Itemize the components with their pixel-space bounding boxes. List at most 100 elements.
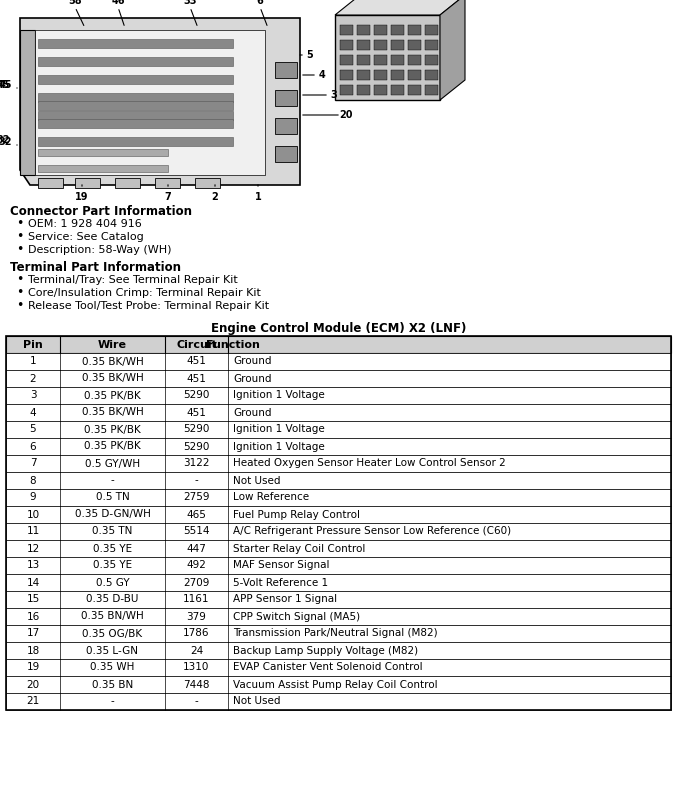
Bar (340, 85, 353, 95)
Bar (6, 625, 671, 642)
Text: 33: 33 (183, 0, 197, 6)
Bar (6, 557, 671, 574)
Text: OEM: 1 928 404 916: OEM: 1 928 404 916 (28, 219, 141, 229)
Text: •: • (16, 273, 24, 286)
Text: 15: 15 (26, 594, 40, 605)
Text: 451: 451 (187, 374, 206, 383)
Text: 4: 4 (30, 407, 37, 418)
Text: Circuit: Circuit (176, 339, 217, 350)
Text: 1310: 1310 (183, 662, 210, 673)
Text: 0.35 D-GN/WH: 0.35 D-GN/WH (74, 510, 150, 519)
Bar (6, 336, 671, 353)
Bar (425, 25, 438, 35)
Text: 465: 465 (187, 510, 206, 519)
Text: Ground: Ground (233, 357, 271, 366)
Text: Ground: Ground (233, 407, 271, 418)
Text: 5290: 5290 (183, 390, 210, 401)
Bar (6, 421, 671, 438)
Text: 19: 19 (26, 662, 40, 673)
Text: Engine Control Module (ECM) X2 (LNF): Engine Control Module (ECM) X2 (LNF) (211, 322, 466, 335)
Text: 0.35 OG/BK: 0.35 OG/BK (83, 629, 143, 638)
Text: Heated Oxygen Sensor Heater Low Control Sensor 2: Heated Oxygen Sensor Heater Low Control … (233, 458, 506, 469)
Bar (6, 506, 671, 523)
Text: 0.35 TN: 0.35 TN (92, 526, 133, 537)
Bar (6, 336, 671, 710)
Text: 13: 13 (26, 561, 40, 570)
Text: Terminal/Tray: See Terminal Repair Kit: Terminal/Tray: See Terminal Repair Kit (28, 275, 238, 285)
Bar (38, 137, 233, 146)
Text: EVAP Canister Vent Solenoid Control: EVAP Canister Vent Solenoid Control (233, 662, 422, 673)
Text: 12: 12 (26, 543, 40, 554)
Bar (6, 523, 671, 540)
Bar (6, 591, 671, 608)
Text: 451: 451 (187, 357, 206, 366)
Text: 3: 3 (330, 90, 337, 100)
Text: 7448: 7448 (183, 679, 210, 690)
Bar (391, 40, 404, 50)
Text: Description: 58-Way (WH): Description: 58-Way (WH) (28, 245, 171, 255)
Text: Pin: Pin (23, 339, 43, 350)
Text: 2: 2 (212, 192, 219, 202)
Bar (38, 149, 168, 156)
Text: 0.5 TN: 0.5 TN (95, 493, 129, 502)
Text: MAF Sensor Signal: MAF Sensor Signal (233, 561, 330, 570)
Bar (391, 55, 404, 65)
Text: 20: 20 (26, 679, 39, 690)
Bar (6, 574, 671, 591)
Bar (275, 118, 297, 134)
Text: 5: 5 (307, 50, 313, 60)
Text: 8: 8 (30, 475, 37, 486)
Bar (6, 353, 671, 370)
Text: 492: 492 (187, 561, 206, 570)
Bar (6, 693, 671, 710)
Bar (374, 40, 387, 50)
Bar (38, 111, 233, 120)
Polygon shape (335, 0, 465, 15)
Bar (6, 540, 671, 557)
Bar (6, 659, 671, 676)
Text: 46: 46 (111, 0, 125, 6)
Bar (340, 55, 353, 65)
Text: 5290: 5290 (183, 442, 210, 451)
Text: 2709: 2709 (183, 578, 210, 587)
Bar (357, 25, 370, 35)
Bar (408, 40, 421, 50)
Text: 10: 10 (26, 510, 39, 519)
Bar (391, 25, 404, 35)
Bar (38, 178, 63, 188)
Text: -: - (194, 475, 198, 486)
Text: •: • (16, 299, 24, 312)
Text: 17: 17 (26, 629, 40, 638)
Text: 18: 18 (26, 646, 40, 655)
Text: 0.35 BK/WH: 0.35 BK/WH (82, 357, 144, 366)
Text: 451: 451 (187, 407, 206, 418)
Text: 3122: 3122 (183, 458, 210, 469)
Bar (374, 55, 387, 65)
Bar (6, 472, 671, 489)
Text: 1: 1 (255, 192, 261, 202)
Bar (425, 70, 438, 80)
Text: 0.35 WH: 0.35 WH (90, 662, 135, 673)
Text: 14: 14 (26, 578, 40, 587)
Bar (6, 455, 671, 472)
Text: 16: 16 (26, 611, 40, 622)
Text: 7: 7 (30, 458, 37, 469)
Bar (6, 676, 671, 693)
Text: Transmission Park/Neutral Signal (M82): Transmission Park/Neutral Signal (M82) (233, 629, 437, 638)
Text: •: • (16, 217, 24, 230)
Text: 24: 24 (190, 646, 203, 655)
Bar (357, 55, 370, 65)
Text: Connector Part Information: Connector Part Information (10, 205, 192, 218)
Bar (38, 57, 233, 66)
Polygon shape (20, 30, 35, 175)
Text: 32: 32 (0, 137, 12, 147)
Text: 5290: 5290 (183, 425, 210, 434)
Bar (38, 39, 233, 48)
Bar (425, 40, 438, 50)
Text: •: • (16, 286, 24, 299)
Bar (357, 40, 370, 50)
Bar (6, 608, 671, 625)
Text: 0.35 PK/BK: 0.35 PK/BK (84, 390, 141, 401)
Text: 1: 1 (30, 357, 37, 366)
Bar (340, 25, 353, 35)
